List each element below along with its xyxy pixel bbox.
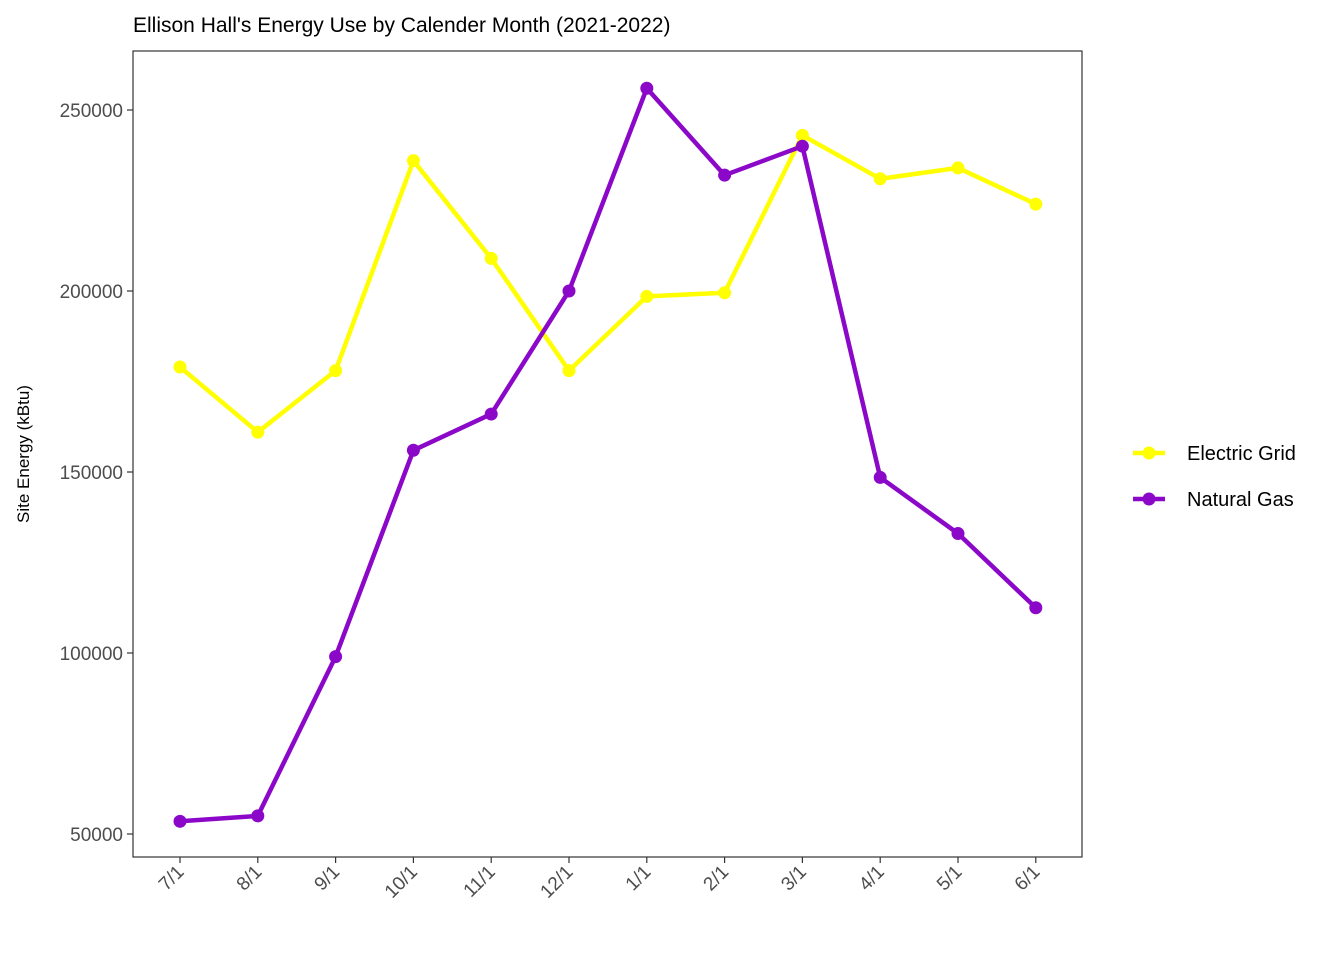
x-tick-label: 7/1	[155, 862, 189, 896]
data-point	[484, 407, 498, 421]
data-point	[173, 360, 187, 374]
data-point	[406, 443, 420, 457]
series-line	[177, 133, 1039, 435]
x-tick-label: 6/1	[1011, 862, 1045, 896]
data-point	[718, 168, 732, 182]
data-point	[173, 814, 187, 828]
x-tick-label: 1/1	[622, 862, 656, 896]
legend-item: Natural Gas	[1133, 489, 1294, 511]
x-tick-label: 3/1	[777, 862, 811, 896]
y-tick-label: 200000	[60, 282, 123, 303]
data-point	[406, 154, 420, 168]
data-point	[873, 470, 887, 484]
x-tick-label: 5/1	[933, 862, 967, 896]
data-point	[329, 364, 343, 378]
y-axis: 50000 100000 150000 200000 250000	[60, 101, 133, 846]
x-tick-label: 2/1	[700, 862, 734, 896]
x-tick-label: 11/1	[460, 862, 500, 902]
data-point	[795, 128, 809, 142]
data-point	[951, 527, 965, 541]
data-point	[562, 284, 576, 298]
legend-point-key	[1142, 446, 1156, 460]
series-layer	[173, 81, 1043, 828]
series-line	[177, 86, 1039, 824]
x-tick-label: 12/1	[537, 862, 578, 903]
data-point	[1029, 601, 1043, 615]
data-point	[251, 809, 265, 823]
data-point	[484, 251, 498, 265]
series-natural-gas	[173, 81, 1043, 828]
x-axis: 7/1 8/1 9/1 10/1 11/1 12/1 1/1 2/1 3/1 4/1 5/1 6/1	[155, 857, 1044, 903]
legend-item: Electric Grid	[1133, 443, 1296, 465]
data-point	[640, 81, 654, 95]
data-point	[329, 650, 343, 664]
x-tick-label: 4/1	[855, 862, 889, 896]
y-tick-label: 250000	[60, 101, 123, 122]
data-point	[251, 425, 265, 439]
y-tick-label: 100000	[60, 644, 123, 665]
y-tick-label: 50000	[70, 825, 123, 846]
data-point	[1029, 197, 1043, 211]
legend: Electric Grid Natural Gas	[1133, 443, 1296, 511]
x-tick-label: 9/1	[311, 862, 345, 896]
chart-title: Ellison Hall's Energy Use by Calender Mo…	[133, 14, 670, 37]
x-tick-label: 10/1	[381, 862, 422, 903]
data-point	[795, 139, 809, 153]
data-point	[562, 364, 576, 378]
data-point	[951, 161, 965, 175]
x-tick-label: 8/1	[233, 862, 267, 896]
legend-point-key	[1142, 492, 1156, 506]
data-point	[873, 172, 887, 186]
y-axis-title: Site Energy (kBtu)	[14, 385, 33, 523]
legend-label: Natural Gas	[1187, 489, 1294, 511]
legend-label: Electric Grid	[1187, 443, 1296, 465]
data-point	[718, 286, 732, 300]
y-tick-label: 150000	[60, 463, 123, 484]
series-electric-grid	[173, 128, 1043, 439]
data-point	[640, 289, 654, 303]
